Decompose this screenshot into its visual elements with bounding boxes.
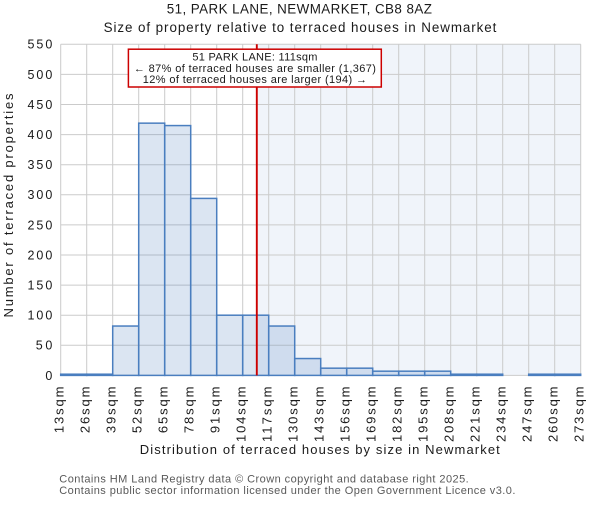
svg-text:12% of terraced houses are lar: 12% of terraced houses are larger (194) … (143, 74, 367, 86)
svg-text:Size of property relative to t: Size of property relative to terraced ho… (104, 20, 497, 35)
svg-text:65sqm: 65sqm (155, 387, 170, 434)
svg-text:91sqm: 91sqm (207, 387, 222, 434)
svg-text:195sqm: 195sqm (415, 387, 430, 443)
svg-text:Contains HM Land Registry data: Contains HM Land Registry data © Crown c… (59, 473, 468, 485)
svg-text:260sqm: 260sqm (545, 387, 560, 443)
svg-text:51, PARK LANE, NEWMARKET, CB8: 51, PARK LANE, NEWMARKET, CB8 8AZ (167, 2, 432, 17)
svg-text:Contains public sector informa: Contains public sector information licen… (59, 485, 515, 497)
svg-text:200: 200 (28, 248, 53, 262)
svg-text:130sqm: 130sqm (285, 387, 300, 443)
svg-text:208sqm: 208sqm (441, 387, 456, 443)
svg-text:156sqm: 156sqm (337, 387, 352, 443)
svg-text:117sqm: 117sqm (259, 387, 274, 443)
svg-text:0: 0 (45, 369, 52, 383)
svg-text:300: 300 (28, 188, 53, 202)
svg-text:39sqm: 39sqm (103, 387, 118, 434)
svg-text:247sqm: 247sqm (519, 387, 534, 443)
svg-text:143sqm: 143sqm (311, 387, 326, 443)
svg-text:52sqm: 52sqm (129, 387, 144, 434)
svg-text:500: 500 (28, 68, 53, 82)
svg-text:78sqm: 78sqm (181, 387, 196, 434)
svg-text:51 PARK LANE: 111sqm: 51 PARK LANE: 111sqm (192, 52, 317, 64)
svg-text:← 87% of terraced houses are s: ← 87% of terraced houses are smaller (1,… (134, 63, 376, 75)
svg-text:104sqm: 104sqm (233, 387, 248, 443)
svg-text:450: 450 (28, 98, 53, 112)
svg-text:26sqm: 26sqm (77, 387, 92, 434)
svg-text:169sqm: 169sqm (363, 387, 378, 443)
svg-text:250: 250 (28, 218, 53, 232)
svg-text:13sqm: 13sqm (51, 387, 66, 434)
svg-text:221sqm: 221sqm (467, 387, 482, 443)
svg-text:150: 150 (28, 279, 53, 293)
svg-text:234sqm: 234sqm (493, 387, 508, 443)
svg-text:273sqm: 273sqm (571, 387, 586, 443)
svg-text:Distribution of terraced house: Distribution of terraced houses by size … (140, 442, 500, 457)
svg-text:400: 400 (28, 128, 53, 142)
svg-text:Number of terraced properties: Number of terraced properties (1, 93, 16, 318)
svg-text:182sqm: 182sqm (389, 387, 404, 443)
svg-text:350: 350 (28, 158, 53, 172)
svg-text:550: 550 (28, 38, 53, 52)
svg-text:100: 100 (28, 309, 53, 323)
